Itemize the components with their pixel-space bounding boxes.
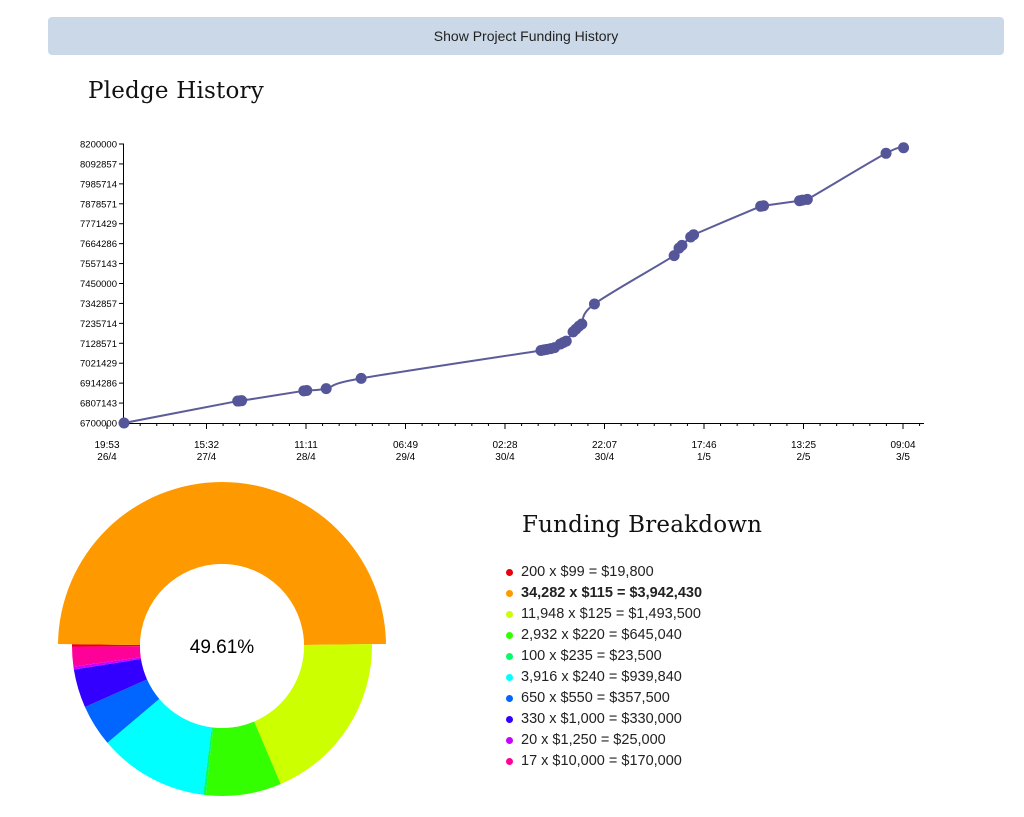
y-tick-label: 7771429 bbox=[80, 219, 117, 230]
x-tick-time-label: 13:25 bbox=[791, 440, 816, 451]
x-tick-time-label: 06:49 bbox=[393, 440, 418, 451]
legend-color-dot bbox=[506, 653, 513, 660]
legend-label: 2,932 x $220 = $645,040 bbox=[521, 627, 682, 643]
legend-item[interactable]: 650 x $550 = $357,500 bbox=[506, 688, 702, 709]
donut-segment[interactable] bbox=[205, 721, 281, 796]
legend-label: 330 x $1,000 = $330,000 bbox=[521, 711, 682, 727]
x-tick-date-label: 30/4 bbox=[495, 452, 515, 463]
legend-color-dot bbox=[506, 674, 513, 681]
x-tick-date-label: 30/4 bbox=[595, 452, 615, 463]
y-tick-label: 7128571 bbox=[80, 339, 117, 350]
pledge-data-point bbox=[880, 147, 892, 159]
y-tick-label: 7342857 bbox=[80, 299, 117, 310]
x-tick-time-label: 09:04 bbox=[890, 440, 915, 451]
pledge-history-chart: 6700000 6807143 6914286 7021429 7128571 72357… bbox=[80, 140, 924, 463]
donut-center-label: 49.61% bbox=[190, 637, 255, 658]
y-tick-label: 8200000 bbox=[80, 140, 117, 151]
legend-item[interactable]: 34,282 x $115 = $3,942,430 bbox=[506, 583, 702, 604]
donut-segment[interactable] bbox=[203, 727, 214, 796]
pledge-data-point bbox=[576, 318, 588, 330]
legend-item[interactable]: 17 x $10,000 = $170,000 bbox=[506, 751, 702, 772]
show-funding-history-button[interactable]: Show Project Funding History bbox=[48, 17, 1004, 55]
legend-item[interactable]: 330 x $1,000 = $330,000 bbox=[506, 709, 702, 730]
x-tick-date-label: 2/5 bbox=[797, 452, 811, 463]
donut-segment[interactable] bbox=[72, 646, 141, 667]
legend-color-dot bbox=[506, 590, 513, 597]
y-tick-label: 6807143 bbox=[80, 399, 117, 410]
legend-item[interactable]: 3,916 x $240 = $939,840 bbox=[506, 667, 702, 688]
x-tick-time-label: 11:11 bbox=[294, 440, 318, 451]
legend-color-dot bbox=[506, 695, 513, 702]
pledge-history-title: Pledge History bbox=[88, 78, 264, 104]
pledge-data-point bbox=[758, 200, 770, 212]
legend-label: 34,282 x $115 = $3,942,430 bbox=[521, 585, 703, 601]
pledge-series-line bbox=[123, 146, 904, 424]
pledge-data-point bbox=[801, 193, 813, 205]
funding-breakdown-title: Funding Breakdown bbox=[522, 512, 763, 538]
y-tick-label: 7557143 bbox=[80, 259, 117, 270]
legend-label: 11,948 x $125 = $1,493,500 bbox=[521, 606, 701, 622]
legend-label: 100 x $235 = $23,500 bbox=[521, 648, 662, 664]
legend-item[interactable]: 100 x $235 = $23,500 bbox=[506, 646, 702, 667]
x-tick-time-label: 22:07 bbox=[592, 440, 617, 451]
legend-label: 20 x $1,250 = $25,000 bbox=[521, 732, 666, 748]
donut-segment[interactable] bbox=[107, 698, 212, 795]
x-tick-date-label: 3/5 bbox=[896, 452, 910, 463]
x-tick-time-label: 15:32 bbox=[194, 440, 219, 451]
donut-segment[interactable] bbox=[72, 644, 141, 647]
y-tick-label: 7985714 bbox=[80, 179, 117, 190]
legend-color-dot bbox=[506, 737, 513, 744]
pledge-data-point bbox=[320, 383, 332, 395]
legend-color-dot bbox=[506, 611, 513, 618]
legend-color-dot bbox=[506, 716, 513, 723]
legend-label: 200 x $99 = $19,800 bbox=[521, 564, 654, 580]
y-tick-label: 7664286 bbox=[80, 239, 117, 250]
funding-breakdown-legend: 200 x $99 = $19,800 34,282 x $115 = $3,94… bbox=[506, 562, 702, 772]
donut-segment[interactable] bbox=[73, 657, 142, 670]
y-tick-label: 6914286 bbox=[80, 379, 117, 390]
pledge-data-point bbox=[236, 395, 248, 407]
y-tick-label: 7450000 bbox=[80, 279, 117, 290]
legend-label: 650 x $550 = $357,500 bbox=[521, 690, 670, 706]
y-tick-label: 7021429 bbox=[80, 359, 117, 370]
x-tick-date-label: 29/4 bbox=[396, 452, 416, 463]
x-tick-time-label: 17:46 bbox=[691, 440, 716, 451]
donut-segment[interactable] bbox=[84, 679, 160, 743]
pledge-data-point bbox=[118, 417, 130, 429]
x-tick-date-label: 28/4 bbox=[296, 452, 316, 463]
legend-color-dot bbox=[506, 758, 513, 765]
pledge-data-point bbox=[560, 335, 572, 347]
y-tick-label: 7878571 bbox=[80, 199, 117, 210]
x-tick-time-label: 02:28 bbox=[492, 440, 517, 451]
donut-segment[interactable] bbox=[58, 482, 386, 645]
legend-label: 17 x $10,000 = $170,000 bbox=[521, 753, 682, 769]
x-tick-date-label: 26/4 bbox=[97, 452, 117, 463]
y-tick-label: 6700000 bbox=[80, 419, 117, 430]
x-tick-date-label: 27/4 bbox=[197, 452, 217, 463]
x-tick-date-label: 1/5 bbox=[697, 452, 711, 463]
donut-hole bbox=[140, 564, 304, 728]
legend-label: 3,916 x $240 = $939,840 bbox=[521, 669, 682, 685]
pledge-data-point bbox=[676, 239, 688, 251]
pledge-data-point bbox=[898, 142, 910, 154]
pledge-data-point bbox=[688, 229, 700, 241]
pledge-data-point bbox=[588, 298, 600, 310]
legend-color-dot bbox=[506, 632, 513, 639]
donut-segment[interactable] bbox=[254, 644, 372, 785]
y-tick-label: 8092857 bbox=[80, 159, 117, 170]
pledge-data-point bbox=[355, 372, 367, 384]
x-tick-time-label: 19:53 bbox=[94, 440, 119, 451]
funding-donut-chart: 49.61% bbox=[58, 482, 386, 796]
y-tick-label: 7235714 bbox=[80, 319, 117, 330]
legend-item[interactable]: 11,948 x $125 = $1,493,500 bbox=[506, 604, 702, 625]
legend-item[interactable]: 2,932 x $220 = $645,040 bbox=[506, 625, 702, 646]
pledge-data-point bbox=[301, 384, 313, 396]
legend-color-dot bbox=[506, 569, 513, 576]
legend-item[interactable]: 200 x $99 = $19,800 bbox=[506, 562, 702, 583]
legend-item[interactable]: 20 x $1,250 = $25,000 bbox=[506, 730, 702, 751]
donut-segment[interactable] bbox=[73, 658, 148, 707]
